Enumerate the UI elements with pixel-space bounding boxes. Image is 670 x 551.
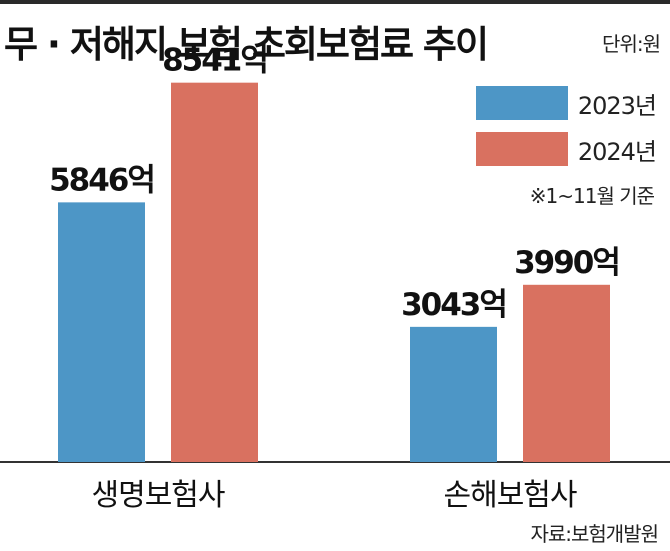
legend-label-2023: 2023년: [577, 91, 657, 120]
bar-2023년-생명보험사: [58, 202, 145, 463]
data-label-2023년-생명보험사: 5846억: [49, 162, 154, 198]
bar-2023년-손해보험사: [410, 326, 497, 462]
data-label-2023년-손해보험사: 3043억: [401, 287, 506, 323]
data-label-2024년-생명보험사: 8541억: [162, 43, 267, 79]
data-label-2024년-손해보험사: 3990억: [514, 245, 619, 281]
chart-title: 무 · 저해지 보험 초회보험료 추이: [4, 23, 489, 66]
category-label-생명보험사: 생명보험사: [92, 478, 225, 513]
top-rule: [0, 0, 670, 4]
unit-label: 단위:원: [602, 32, 661, 56]
period-note: ※1~11월 기준: [529, 184, 655, 208]
legend-swatch-2023: [475, 86, 568, 120]
legend-label-2024: 2024년: [577, 137, 657, 166]
source-label: 자료:보험개발원: [530, 522, 659, 546]
bar-2024년-손해보험사: [523, 284, 610, 462]
legend-item-2023: 2023년: [475, 86, 657, 120]
bar-2024년-생명보험사: [171, 82, 258, 462]
legend-item-2024: 2024년: [475, 132, 657, 166]
legend-swatch-2024: [475, 132, 568, 166]
category-label-손해보험사: 손해보험사: [444, 478, 577, 513]
